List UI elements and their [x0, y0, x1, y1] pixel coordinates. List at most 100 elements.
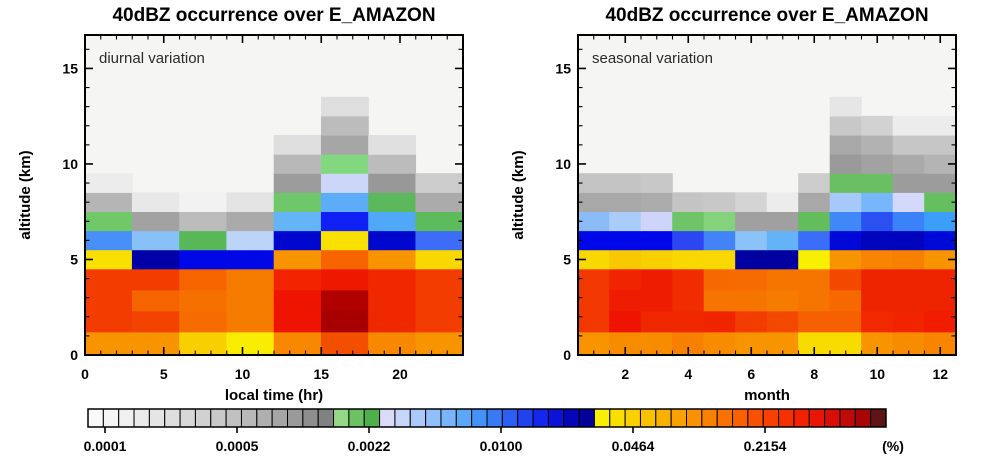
- heatmap-cell: [84, 268, 133, 291]
- colorbar-cell: [824, 408, 841, 428]
- heatmap-cell: [226, 289, 275, 312]
- colorbar-cell: [379, 408, 396, 428]
- heatmap-cell: [320, 135, 369, 155]
- colorbar-cell: [425, 408, 442, 428]
- colorbar-cell: [870, 408, 887, 428]
- heatmap-cell: [273, 230, 322, 251]
- heatmap-cell: [273, 135, 322, 155]
- colorbar-cell: [394, 408, 411, 428]
- heatmap-cell: [766, 331, 799, 356]
- heatmap-cell: [640, 289, 673, 312]
- heatmap-cell: [609, 289, 642, 312]
- heatmap-cell: [84, 289, 133, 312]
- left-panel: 0 5 10 15 20 0 5 10 15 40dBZ occurrence over E_A…: [17, 5, 464, 404]
- heatmap-cell: [924, 230, 957, 251]
- colorbar-cell: [563, 408, 580, 428]
- heatmap-cell: [131, 268, 180, 291]
- heatmap-cell: [640, 268, 673, 291]
- heatmap-cell: [179, 230, 228, 251]
- colorbar-cell: [210, 408, 227, 428]
- colorbar-cells: [87, 408, 887, 428]
- colorbar-cell: [102, 408, 120, 428]
- heatmap-cell: [640, 173, 673, 193]
- y-tick-label: 10: [62, 156, 78, 172]
- heatmap-cell: [766, 249, 799, 270]
- heatmap-cell: [829, 154, 862, 174]
- heatmap-cell: [861, 115, 894, 136]
- colorbar-cell: [164, 408, 181, 428]
- heatmap-cell: [320, 211, 369, 232]
- colorbar-tick-label: 0.0022: [348, 438, 391, 454]
- colorbar-cell: [701, 408, 718, 428]
- colorbar-cell: [501, 408, 519, 428]
- colorbar-tick-label: 0.0001: [84, 438, 127, 454]
- heatmap-cell: [829, 135, 862, 155]
- heatmap-cell: [766, 310, 799, 333]
- heatmap-cell: [766, 289, 799, 312]
- colorbar-cell: [686, 408, 703, 428]
- heatmap-cell: [273, 289, 322, 312]
- colorbar-cell: [486, 408, 503, 428]
- heatmap-cell: [368, 249, 417, 270]
- heatmap-cell: [415, 331, 464, 356]
- heatmap-cell: [609, 211, 642, 232]
- colorbar-cell: [271, 408, 288, 428]
- heatmap-cell: [892, 331, 925, 356]
- y-tick-label: 5: [70, 251, 78, 267]
- heatmap-cell: [861, 331, 894, 356]
- heatmap-cell: [892, 115, 925, 136]
- y-tick-label: 15: [555, 60, 571, 76]
- colorbar-tick-label: 0.0464: [612, 438, 655, 454]
- heatmap-cell: [672, 192, 705, 213]
- heatmap-cell: [368, 173, 417, 193]
- heatmap-cell: [735, 249, 768, 270]
- heatmap-cell: [84, 331, 133, 356]
- heatmap-cell: [577, 173, 610, 193]
- heatmap-cell: [320, 249, 369, 270]
- heatmap-cell: [829, 310, 862, 333]
- colorbar-cell: [716, 408, 734, 428]
- colorbar-cell: [854, 408, 872, 428]
- plot-frame: [84, 34, 464, 356]
- heatmap-cell: [273, 173, 322, 193]
- heatmap-cell: [179, 289, 228, 312]
- heatmap-cell: [924, 115, 957, 136]
- heatmap-cell: [577, 211, 610, 232]
- right-panel: 2 4 6 8 10 12 0 5 10 15 40dBZ occurrence over E_A…: [510, 5, 957, 404]
- y-tick-label: 0: [70, 347, 78, 363]
- colorbar-cell: [87, 408, 104, 428]
- heatmap-cell: [766, 230, 799, 251]
- heatmap-cell: [368, 135, 417, 155]
- heatmap-cell: [226, 268, 275, 291]
- heatmap-cell: [273, 154, 322, 174]
- heatmap-cell: [640, 310, 673, 333]
- heatmap-cell: [766, 192, 799, 213]
- heatmap-cell: [829, 331, 862, 356]
- heatmap-cell: [829, 192, 862, 213]
- heatmap-cell: [703, 289, 736, 312]
- heatmap-cell: [798, 211, 831, 232]
- colorbar-cell: [670, 408, 688, 428]
- heatmap-cell: [766, 268, 799, 291]
- colorbar-cell: [409, 408, 427, 428]
- heatmap-cell: [273, 310, 322, 333]
- heatmap-cell: [735, 310, 768, 333]
- colorbar-cell: [732, 408, 749, 428]
- heatmap-cell: [415, 211, 464, 232]
- heatmap-cell: [131, 289, 180, 312]
- heatmap-cell: [368, 268, 417, 291]
- heatmap-cell: [179, 192, 228, 213]
- y-tick-label: 0: [563, 347, 571, 363]
- colorbar-cell: [333, 408, 350, 428]
- heatmap-cell: [84, 230, 133, 251]
- colorbar-cell: [778, 408, 795, 428]
- heatmap-cell: [368, 310, 417, 333]
- heatmap-cell: [861, 135, 894, 155]
- heatmap-cell: [672, 289, 705, 312]
- colorbar-cell: [547, 408, 565, 428]
- heatmap-cell: [609, 268, 642, 291]
- heatmap-cell: [84, 173, 133, 193]
- x-tick-label: 20: [392, 366, 408, 382]
- heatmap-cell: [735, 211, 768, 232]
- heatmap-cell: [924, 310, 957, 333]
